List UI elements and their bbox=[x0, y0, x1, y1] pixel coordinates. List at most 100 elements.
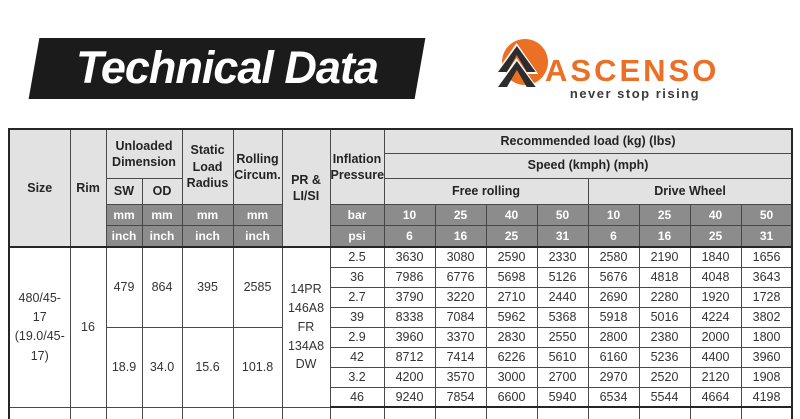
load-cell: 7414 bbox=[434, 346, 487, 368]
header-speed: Speed (kmph) (mph) bbox=[383, 152, 793, 179]
load-cell: 2690 bbox=[587, 286, 640, 308]
load-cell: 5676 bbox=[587, 266, 640, 288]
cut-row-cell bbox=[329, 406, 385, 419]
unit-mm: mm bbox=[232, 203, 283, 226]
speed-mph: 6 bbox=[383, 224, 436, 248]
header-recommended-load: Recommended load (kg) (lbs) bbox=[383, 128, 793, 154]
load-cell: 6160 bbox=[587, 346, 640, 368]
cut-row-cell bbox=[232, 406, 283, 419]
load-cell: 5016 bbox=[638, 306, 691, 328]
cut-row-cell bbox=[105, 406, 143, 419]
speed-mph: 31 bbox=[536, 224, 589, 248]
load-cell: 5962 bbox=[485, 306, 538, 328]
load-cell: 4818 bbox=[638, 266, 691, 288]
header-unloaded-dimension: Unloaded Dimension bbox=[105, 128, 183, 179]
load-cell: 4048 bbox=[689, 266, 742, 288]
speed-kmph: 10 bbox=[587, 203, 640, 226]
table-body: 480/45- 17 (19.0/45- 17) 16 479 864 395 2585 1… bbox=[8, 246, 793, 419]
unit-mm: mm bbox=[105, 203, 143, 226]
load-cell: 3220 bbox=[434, 286, 487, 308]
static-load-radius-inch-cell: 15.6 bbox=[181, 326, 234, 408]
load-cell: 2800 bbox=[587, 326, 640, 348]
speed-mph: 25 bbox=[485, 224, 538, 248]
load-cell: 3570 bbox=[434, 366, 487, 388]
cut-row-cell bbox=[281, 406, 331, 419]
pressure-cell: 46 bbox=[329, 386, 385, 408]
header-rim: Rim bbox=[69, 128, 107, 248]
speed-kmph: 40 bbox=[689, 203, 742, 226]
load-cell: 5698 bbox=[485, 266, 538, 288]
load-cell: 2440 bbox=[536, 286, 589, 308]
load-cell: 5368 bbox=[536, 306, 589, 328]
load-cell: 1800 bbox=[740, 326, 793, 348]
load-cell: 1656 bbox=[740, 246, 793, 268]
speed-mph: 31 bbox=[740, 224, 793, 248]
brand-tagline: never stop rising bbox=[569, 86, 701, 101]
header-sw: SW bbox=[105, 177, 143, 205]
speed-mph: 16 bbox=[638, 224, 691, 248]
load-cell: 2120 bbox=[689, 366, 742, 388]
load-cell: 2700 bbox=[536, 366, 589, 388]
unit-inch: inch bbox=[232, 224, 283, 248]
load-cell: 5610 bbox=[536, 346, 589, 368]
pr-li-si-cell: 14PR 146A8 FR 134A8 DW bbox=[281, 246, 331, 408]
cut-row-cell bbox=[740, 406, 793, 419]
load-cell: 3630 bbox=[383, 246, 436, 268]
load-cell: 3960 bbox=[740, 346, 793, 368]
cut-row-cell bbox=[485, 406, 538, 419]
load-cell: 9240 bbox=[383, 386, 436, 408]
load-cell: 5918 bbox=[587, 306, 640, 328]
load-cell: 3370 bbox=[434, 326, 487, 348]
pressure-cell: 2.5 bbox=[329, 246, 385, 268]
pressure-cell: 3.2 bbox=[329, 366, 385, 388]
header-drive-wheel: Drive Wheel bbox=[587, 177, 793, 205]
load-cell: 1908 bbox=[740, 366, 793, 388]
load-cell: 2000 bbox=[689, 326, 742, 348]
speed-kmph: 40 bbox=[485, 203, 538, 226]
cut-row-cell bbox=[434, 406, 487, 419]
unit-inch: inch bbox=[105, 224, 143, 248]
load-cell: 2580 bbox=[587, 246, 640, 268]
cut-row-cell bbox=[141, 406, 183, 419]
header-pr-li-si: PR & LI/SI bbox=[281, 128, 331, 248]
unit-inch: inch bbox=[141, 224, 183, 248]
load-cell: 5126 bbox=[536, 266, 589, 288]
load-cell: 3000 bbox=[485, 366, 538, 388]
load-cell: 4200 bbox=[383, 366, 436, 388]
cut-row-cell bbox=[689, 406, 742, 419]
pressure-cell: 42 bbox=[329, 346, 385, 368]
unit-mm: mm bbox=[181, 203, 234, 226]
technical-data-banner: Technical Data bbox=[28, 38, 426, 99]
header-size: Size bbox=[8, 128, 71, 248]
load-cell: 7986 bbox=[383, 266, 436, 288]
load-cell: 5236 bbox=[638, 346, 691, 368]
load-cell: 6534 bbox=[587, 386, 640, 408]
load-cell: 1728 bbox=[740, 286, 793, 308]
speed-mph: 6 bbox=[587, 224, 640, 248]
pressure-cell: 2.7 bbox=[329, 286, 385, 308]
load-cell: 3080 bbox=[434, 246, 487, 268]
speed-kmph: 50 bbox=[740, 203, 793, 226]
rolling-circum-mm-cell: 2585 bbox=[232, 246, 283, 328]
load-cell: 4400 bbox=[689, 346, 742, 368]
load-cell: 2710 bbox=[485, 286, 538, 308]
load-cell: 6226 bbox=[485, 346, 538, 368]
ascenso-logo: ASCENSO never stop rising bbox=[495, 38, 736, 102]
load-cell: 7084 bbox=[434, 306, 487, 328]
od-mm-cell: 864 bbox=[141, 246, 183, 328]
load-cell: 5940 bbox=[536, 386, 589, 408]
load-cell: 4664 bbox=[689, 386, 742, 408]
cut-row-cell bbox=[181, 406, 234, 419]
load-cell: 1920 bbox=[689, 286, 742, 308]
speed-mph: 16 bbox=[434, 224, 487, 248]
load-cell: 8338 bbox=[383, 306, 436, 328]
speed-kmph: 25 bbox=[638, 203, 691, 226]
rim-cell: 16 bbox=[69, 246, 107, 408]
sw-mm-cell: 479 bbox=[105, 246, 143, 328]
load-cell: 3643 bbox=[740, 266, 793, 288]
load-cell: 7854 bbox=[434, 386, 487, 408]
cut-row-cell bbox=[536, 406, 589, 419]
header-inflation-pressure: Inflation Pressure bbox=[329, 128, 385, 205]
load-cell: 3790 bbox=[383, 286, 436, 308]
pressure-cell: 36 bbox=[329, 266, 385, 288]
